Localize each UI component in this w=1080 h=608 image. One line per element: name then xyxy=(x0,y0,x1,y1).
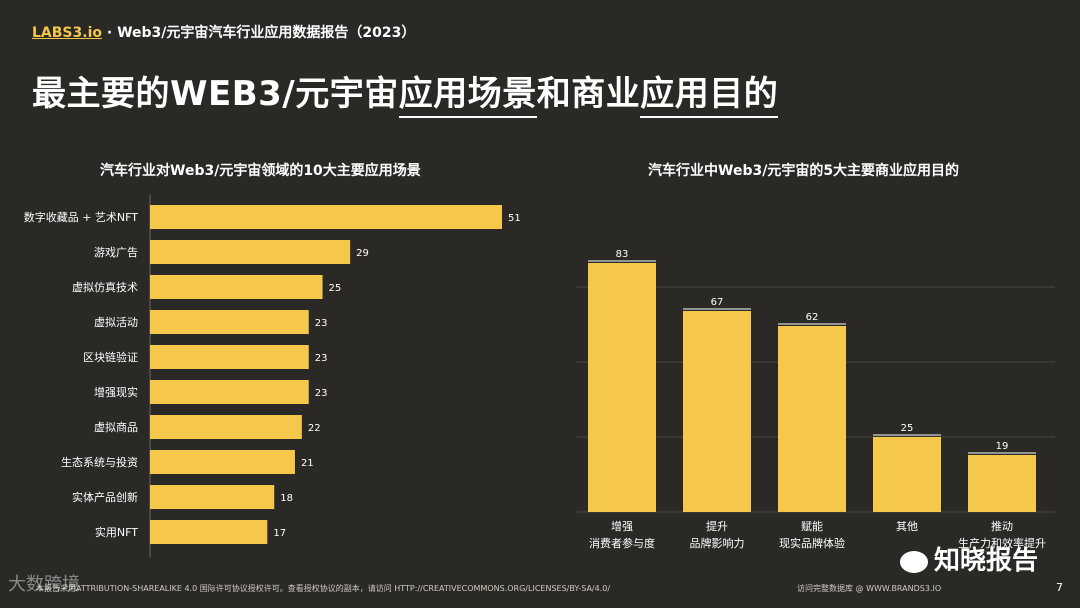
bar-h xyxy=(150,485,275,509)
page-title-part1: 最主要的WEB3/元宇宙 xyxy=(32,74,399,114)
data-label: 17 xyxy=(273,528,286,539)
category-label: 数字收藏品 + 艺术NFT xyxy=(24,210,139,224)
category-label: 游戏广告 xyxy=(94,246,138,259)
category-label-line1: 增强 xyxy=(611,519,633,533)
data-label: 23 xyxy=(315,388,328,399)
report-header: LABS3.io · Web3/元宇宙汽车行业应用数据报告（2023） xyxy=(32,22,415,42)
data-label: 51 xyxy=(508,213,521,224)
data-label: 62 xyxy=(806,312,819,323)
category-label-line1: 其他 xyxy=(896,520,918,533)
left-bar-chart: 数字收藏品 + 艺术NFT 51 游戏广告 29 虚拟仿真技术 25 虚拟活动 23 区块链验证… xyxy=(24,195,521,557)
bar-v xyxy=(683,311,751,512)
category-label: 实用NFT xyxy=(95,525,138,539)
category-label-line1: 赋能 xyxy=(801,519,823,533)
data-label: 22 xyxy=(308,423,321,434)
category-label-line2: 品牌影响力 xyxy=(690,536,745,550)
data-label: 19 xyxy=(996,441,1009,452)
bar-h xyxy=(150,345,309,369)
bar-h xyxy=(150,240,351,264)
bar-h xyxy=(150,310,309,334)
category-label-line2: 生产力和效率提升 xyxy=(958,536,1046,550)
bar-h xyxy=(150,205,502,229)
bar-h xyxy=(150,520,268,544)
left-chart-title: 汽车行业对Web3/元宇宙领域的10大主要应用场景 xyxy=(100,163,421,179)
bar-h xyxy=(150,380,309,404)
bar-v xyxy=(778,326,846,512)
category-label: 增强现实 xyxy=(94,385,138,399)
data-label: 29 xyxy=(356,248,369,259)
bar-h xyxy=(150,275,323,299)
category-label: 生态系统与投资 xyxy=(61,455,138,469)
bar-v xyxy=(588,263,656,512)
right-chart-title: 汽车行业中Web3/元宇宙的5大主要商业应用目的 xyxy=(648,163,960,179)
category-label-line2: 消费者参与度 xyxy=(589,536,655,550)
category-label-line1: 提升 xyxy=(706,520,728,533)
category-label-line2: 现实品牌体验 xyxy=(779,536,845,550)
page-number: 7 xyxy=(1056,581,1063,594)
database-link[interactable]: 访问完整数据库 @ WWW.BRANDS3.IO xyxy=(797,584,942,593)
data-label: 67 xyxy=(711,297,724,308)
data-label: 21 xyxy=(301,458,314,469)
category-label-line1: 推动 xyxy=(991,519,1013,533)
data-label: 25 xyxy=(901,423,914,434)
category-label: 虚拟仿真技术 xyxy=(72,280,138,294)
data-label: 18 xyxy=(280,493,293,504)
page-title: 最主要的WEB3/元宇宙应用场景和商业应用目的 xyxy=(32,66,779,118)
bar-h xyxy=(150,415,302,439)
data-label: 23 xyxy=(315,318,328,329)
report-title: · Web3/元宇宙汽车行业应用数据报告（2023） xyxy=(102,25,416,41)
page-title-part3: 和商业 xyxy=(536,74,641,114)
data-label: 23 xyxy=(315,353,328,364)
watermark-right-text: 知晓报告 xyxy=(934,546,1039,576)
category-label: 实体产品创新 xyxy=(72,490,138,504)
watermark-left: 大数跨境 xyxy=(8,574,80,595)
data-label: 83 xyxy=(616,249,629,260)
watermark-right: 知晓报告 xyxy=(900,540,1038,577)
category-label: 区块链验证 xyxy=(83,350,138,364)
page-title-part4: 应用目的 xyxy=(640,74,779,118)
category-label: 虚拟商品 xyxy=(94,420,138,434)
license-text: 本报告采用ATTRIBUTION-SHAREALIKE 4.0 国际许可协议授权… xyxy=(36,584,611,593)
bar-v xyxy=(968,455,1036,512)
wechat-icon xyxy=(900,550,928,573)
brand-link[interactable]: LABS3.io xyxy=(32,25,102,41)
bar-v xyxy=(873,437,941,512)
data-label: 25 xyxy=(329,283,342,294)
bar-h xyxy=(150,450,295,474)
page-title-part2: 应用场景 xyxy=(398,74,537,118)
category-label: 虚拟活动 xyxy=(94,315,138,329)
